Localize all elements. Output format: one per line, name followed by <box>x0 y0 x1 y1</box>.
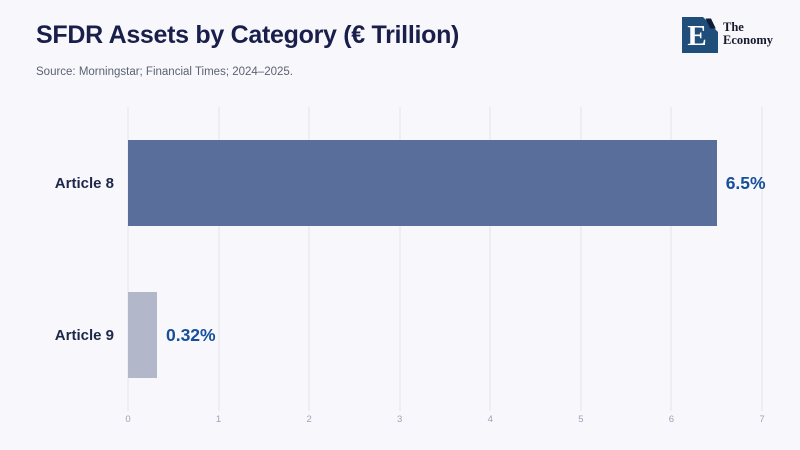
bar-row-article-9: Article 9 0.32% <box>55 259 762 411</box>
gridline <box>761 107 763 411</box>
page-title: SFDR Assets by Category (€ Trillion) <box>36 21 460 49</box>
gridline <box>399 107 401 411</box>
logo-monogram-icon: E <box>682 17 718 53</box>
x-tick-label: 5 <box>578 414 584 425</box>
gridline <box>489 107 491 411</box>
x-tick-label: 2 <box>306 414 312 425</box>
bar-article-8 <box>128 140 717 226</box>
the-economy-logo: E The Economy <box>682 17 773 53</box>
x-tick-label: 6 <box>668 414 675 425</box>
x-tick-label: 4 <box>487 414 493 425</box>
x-tick-label: 7 <box>759 414 765 425</box>
gridline <box>308 107 310 411</box>
source-note: Source: Morningstar; Financial Times; 20… <box>36 66 293 78</box>
logo-wordmark: The Economy <box>718 17 773 53</box>
x-tick-label: 3 <box>397 414 403 425</box>
gridline <box>218 107 220 411</box>
logo-word-economy: Economy <box>723 33 773 47</box>
gridline <box>127 107 129 411</box>
x-tick-label: 1 <box>215 414 222 425</box>
logo-word-the: The <box>723 20 744 34</box>
plot-area: Article 8 6.5% Article 9 0.32% <box>55 107 766 411</box>
gridline <box>580 107 582 411</box>
bar-article-9 <box>128 292 157 378</box>
x-tick-label: 0 <box>125 414 131 425</box>
value-label-article-8: 6.5% <box>725 172 766 193</box>
svg-text:E: E <box>687 20 706 52</box>
category-label-article-8: Article 8 <box>54 174 114 192</box>
category-label-article-9: Article 9 <box>54 326 114 344</box>
x-axis-tick-labels: 0 1 2 3 4 5 6 7 <box>125 414 765 430</box>
value-label-article-9: 0.32% <box>165 324 216 345</box>
bar-row-article-8: Article 8 6.5% <box>55 107 766 259</box>
gridline <box>670 107 672 411</box>
